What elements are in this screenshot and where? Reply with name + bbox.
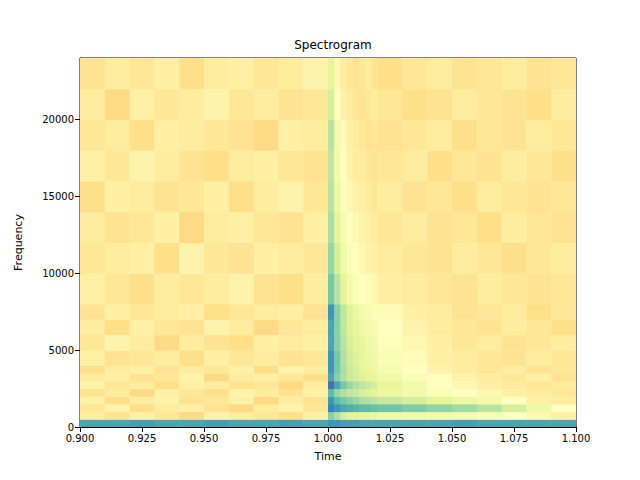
svg-text:0.950: 0.950 (190, 433, 219, 444)
svg-text:10000: 10000 (42, 268, 74, 279)
svg-text:Time: Time (314, 450, 342, 463)
svg-text:Spectrogram: Spectrogram (294, 38, 372, 52)
svg-text:Frequency: Frequency (12, 214, 25, 271)
svg-text:5000: 5000 (49, 345, 74, 356)
svg-text:1.000: 1.000 (314, 433, 343, 444)
svg-text:0.975: 0.975 (252, 433, 281, 444)
svg-text:0.900: 0.900 (66, 433, 95, 444)
svg-text:0.925: 0.925 (128, 433, 157, 444)
svg-text:15000: 15000 (42, 191, 74, 202)
svg-text:1.025: 1.025 (376, 433, 405, 444)
svg-text:1.075: 1.075 (500, 433, 529, 444)
svg-text:1.050: 1.050 (438, 433, 467, 444)
svg-text:20000: 20000 (42, 114, 74, 125)
svg-text:1.100: 1.100 (562, 433, 591, 444)
svg-text:0: 0 (68, 422, 74, 433)
